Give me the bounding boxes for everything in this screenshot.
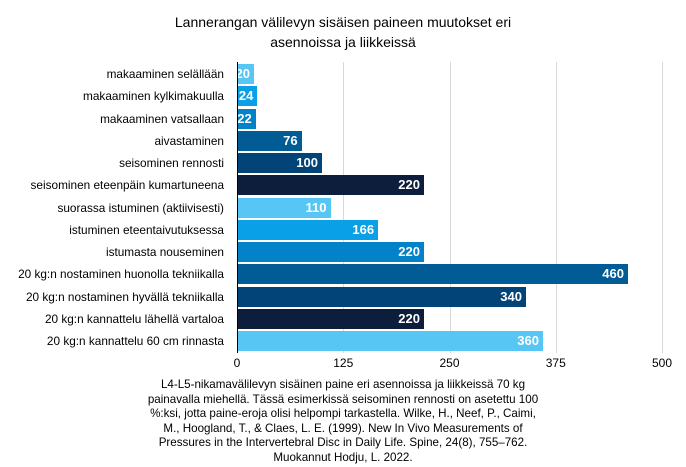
bar-value-label: 220 (398, 310, 420, 326)
bar-value-label: 24 (238, 88, 254, 104)
plot-area: makaaminen selällään 20 makaaminen kylkima… (0, 62, 686, 353)
bar-track: 20 (237, 64, 662, 85)
bar-value-label: 110 (305, 199, 327, 215)
bar-row: 20 kg:n nostaminen huonolla tekniikalla 4… (0, 263, 686, 285)
bar-value-label: 460 (602, 266, 624, 282)
gridline (343, 62, 345, 353)
category-label: seisominen rennosti (119, 156, 224, 171)
bar: 360 (237, 331, 543, 352)
bar-row: 20 kg:n kannattelu 60 cm rinnasta 360 (0, 330, 686, 352)
bar-row: istuminen eteentaivutuksessa 166 (0, 219, 686, 241)
bar-track: 24 (237, 86, 662, 107)
x-axis-tick-label: 125 (333, 356, 354, 370)
bar-value-label: 360 (517, 333, 539, 349)
bar-row: makaaminen vatsallaan 22 (0, 108, 686, 130)
bar: 340 (237, 286, 526, 307)
gridline-layer (237, 62, 663, 353)
category-label: istuminen eteentaivutuksessa (69, 222, 224, 237)
bar-value-label: 220 (398, 177, 420, 193)
bar-row: makaaminen kylkimakuulla 24 (0, 85, 686, 107)
bar: 220 (237, 242, 424, 263)
bar: 460 (237, 264, 628, 285)
category-label: makaaminen vatsallaan (100, 111, 224, 126)
x-axis: 0 125 250 375 500 (233, 356, 672, 370)
bar-track: 340 (237, 286, 662, 307)
category-label: suorassa istuminen (aktiivisesti) (57, 200, 224, 215)
bar-value-label: 166 (352, 221, 375, 237)
bar-track: 76 (237, 130, 662, 151)
bar-row: 20 kg:n kannattelu lähellä vartaloa 220 (0, 308, 686, 330)
category-label: makaaminen selällään (106, 67, 224, 82)
bar: 220 (237, 308, 424, 329)
category-label: seisominen eteenpäin kumartuneena (30, 178, 224, 193)
bar-track: 220 (237, 242, 662, 263)
bar-value-label: 100 (296, 155, 318, 171)
bar-row: aivastaminen 76 (0, 130, 686, 152)
bar-row: seisominen rennosti 100 (0, 152, 686, 174)
category-label: aivastaminen (154, 133, 224, 148)
x-axis-tick-label: 0 (233, 356, 241, 370)
bar-row: istumasta nouseminen 220 (0, 241, 686, 263)
bar-track: 460 (237, 264, 662, 285)
gridline (555, 62, 557, 353)
bar-value-label: 76 (283, 132, 298, 148)
bar-row: 20 kg:n nostaminen hyvällä tekniikalla 34… (0, 286, 686, 308)
bar: 20 (237, 64, 254, 85)
bar-track: 22 (237, 108, 662, 129)
bar: 24 (237, 86, 258, 107)
bar-track: 166 (237, 219, 662, 240)
gridline (449, 62, 451, 353)
chart-caption: L4-L5-nikamavälilevyn sisäinen paine eri… (147, 378, 539, 464)
bar-rows: makaaminen selällään 20 makaaminen kylkima… (0, 63, 686, 352)
bar-track: 360 (237, 331, 662, 352)
category-label: istumasta nouseminen (105, 245, 224, 260)
category-label: 20 kg:n nostaminen hyvällä tekniikalla (25, 289, 224, 304)
bar: 166 (237, 219, 379, 240)
bar: 110 (237, 197, 331, 218)
category-label: 20 kg:n nostaminen huonolla tekniikalla (18, 267, 224, 282)
bar: 76 (237, 130, 302, 151)
bar-track: 220 (237, 175, 662, 196)
bar-row: seisominen eteenpäin kumartuneena 220 (0, 174, 686, 196)
x-axis-tick-label: 500 (651, 356, 673, 370)
gridline (662, 62, 663, 353)
y-axis-line (237, 62, 238, 353)
bar-track: 220 (237, 308, 662, 329)
category-label: makaaminen kylkimakuulla (83, 89, 224, 104)
category-label: 20 kg:n kannattelu lähellä vartaloa (44, 311, 224, 326)
bar-track: 100 (237, 153, 662, 174)
bar-row: makaaminen selällään 20 (0, 63, 686, 85)
bar-value-label: 220 (398, 244, 420, 260)
bar: 220 (237, 175, 424, 196)
bar-value-label: 20 (237, 66, 250, 82)
bar-row: suorassa istuminen (aktiivisesti) 110 (0, 197, 686, 219)
bar-value-label: 22 (237, 110, 252, 126)
bar: 100 (237, 153, 322, 174)
chart-title: Lannerangan välilevyn sisäisen paineen m… (174, 14, 512, 50)
bar: 22 (237, 108, 256, 129)
bar-value-label: 340 (500, 288, 522, 304)
category-label: 20 kg:n kannattelu 60 cm rinnasta (46, 334, 224, 349)
x-axis-tick-label: 250 (439, 356, 460, 370)
bar-track: 110 (237, 197, 662, 218)
x-axis-tick-label: 375 (545, 356, 566, 370)
